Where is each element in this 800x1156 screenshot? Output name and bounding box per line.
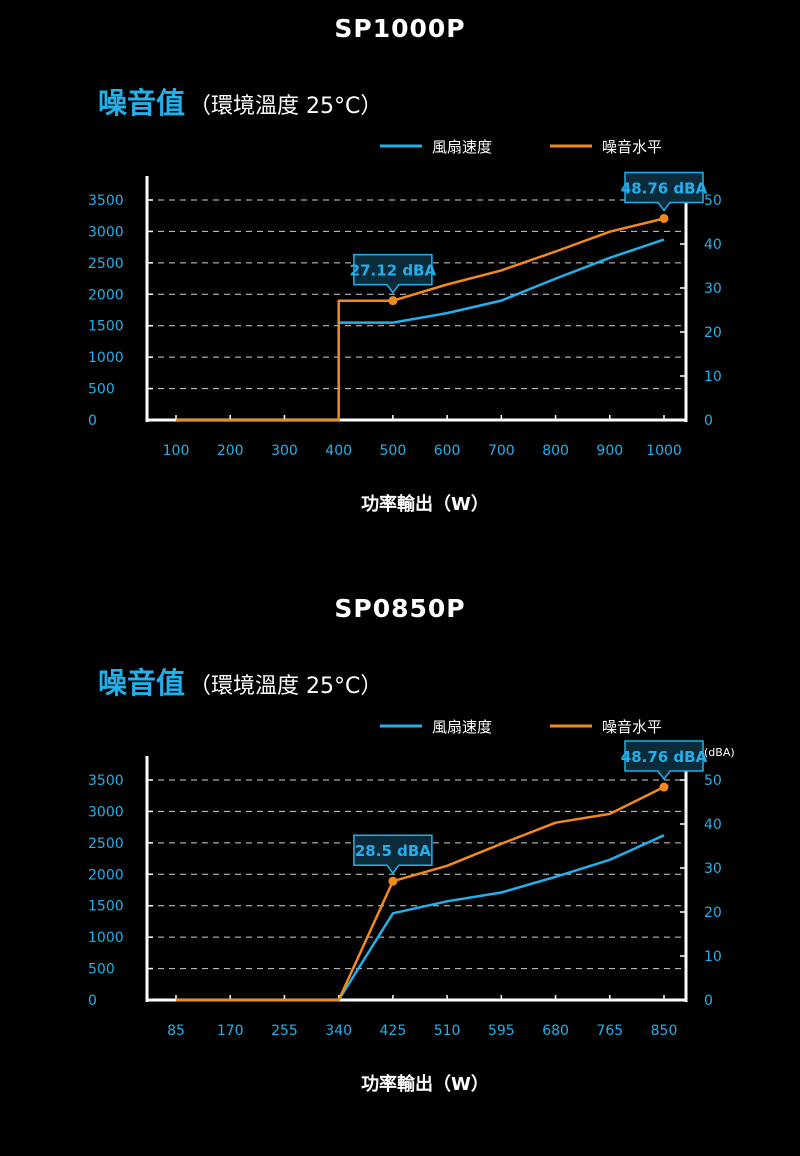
right-tick-label: 50 xyxy=(704,773,722,789)
left-tick-label: 2000 xyxy=(88,867,124,883)
chart-panel-sp1000p: SP1000P 噪音值 （環境溫度 25°C） 風扇速度 噪音水平 0 500 1000 1… xyxy=(0,0,800,560)
chart-panel-sp0850p: SP0850P 噪音值 （環境溫度 25°C） 風扇速度 噪音水平 0 500 1000 1… xyxy=(0,580,800,1140)
right-tick-label: 20 xyxy=(704,325,722,341)
chart-title: 噪音值 xyxy=(98,86,186,120)
right-axis-unit: (dBA) xyxy=(704,746,735,759)
right-tick-label: 40 xyxy=(704,237,722,253)
right-tick-label: 0 xyxy=(704,993,713,1009)
annotation-box xyxy=(353,253,433,294)
left-tick-label: 0 xyxy=(88,413,97,429)
right-tick-label: 30 xyxy=(704,281,722,297)
right-tick-label: 20 xyxy=(704,905,722,921)
x-tick-label: 425 xyxy=(380,1023,407,1039)
left-tick-label: 3000 xyxy=(88,804,124,820)
left-tick-label: 2500 xyxy=(88,836,124,852)
x-axis-label: 功率輸出（W） xyxy=(361,493,489,515)
chart-title: 噪音值 xyxy=(98,666,186,700)
x-tick-label: 85 xyxy=(167,1023,185,1039)
left-tick-label: 1500 xyxy=(88,319,124,335)
annotation-callout: 28.5 dBA xyxy=(353,834,433,875)
left-tick-label: 1000 xyxy=(88,350,124,366)
left-tick-label: 500 xyxy=(88,382,115,398)
chart-heading: 噪音值 （環境溫度 25°C） xyxy=(98,660,382,702)
left-tick-label: 1500 xyxy=(88,899,124,915)
left-tick-label: 3500 xyxy=(88,773,124,789)
legend: 風扇速度 噪音水平 xyxy=(380,718,662,736)
x-tick-label: 400 xyxy=(325,443,352,459)
chart-subtitle: （環境溫度 25°C） xyxy=(189,94,383,119)
annotation-label: 48.76 dBA xyxy=(621,179,708,197)
model-title: SP0850P xyxy=(334,594,466,623)
x-tick-label: 900 xyxy=(596,443,623,459)
x-tick-label: 340 xyxy=(325,1023,352,1039)
x-tick-label: 700 xyxy=(488,443,515,459)
series-line-fan-speed xyxy=(338,238,665,324)
x-tick-label: 1000 xyxy=(646,443,682,459)
x-axis-label: 功率輸出（W） xyxy=(361,1073,489,1095)
x-tick-label: 170 xyxy=(217,1023,244,1039)
noise-chart-sp1000p: 風扇速度 噪音水平 0 500 1000 1500 2000 2500 3000 3500 0 10 2… xyxy=(88,138,722,515)
chart-heading: 噪音值 （環境溫度 25°C） xyxy=(98,80,382,122)
left-tick-label: 3500 xyxy=(88,193,124,209)
legend-label: 噪音水平 xyxy=(602,718,662,736)
noise-chart-sp0850p: 風扇速度 噪音水平 0 500 1000 1500 2000 2500 3000 3500 0 10 2… xyxy=(88,718,735,1095)
legend: 風扇速度 噪音水平 xyxy=(380,138,662,156)
annotation-label: 48.76 dBA xyxy=(621,748,708,766)
x-tick-label: 680 xyxy=(542,1023,569,1039)
x-tick-label: 255 xyxy=(271,1023,298,1039)
chart-subtitle: （環境溫度 25°C） xyxy=(189,674,383,699)
annotation-point xyxy=(388,296,398,306)
x-tick-label: 800 xyxy=(542,443,569,459)
x-tick-label: 595 xyxy=(488,1023,515,1039)
x-tick-label: 100 xyxy=(163,443,190,459)
left-tick-label: 2000 xyxy=(88,287,124,303)
left-tick-label: 3000 xyxy=(88,224,124,240)
right-tick-label: 0 xyxy=(704,413,713,429)
x-tick-label: 300 xyxy=(271,443,298,459)
annotation-label: 27.12 dBA xyxy=(350,262,437,280)
annotation-box xyxy=(353,834,433,875)
annotation-callout: 27.12 dBA xyxy=(350,253,437,294)
x-tick-label: 765 xyxy=(596,1023,623,1039)
left-tick-label: 0 xyxy=(88,993,97,1009)
x-tick-label: 850 xyxy=(651,1023,678,1039)
right-tick-label: 50 xyxy=(704,193,722,209)
annotation-point xyxy=(659,213,669,223)
x-tick-label: 600 xyxy=(434,443,461,459)
right-tick-label: 10 xyxy=(704,949,722,965)
model-title: SP1000P xyxy=(334,14,466,43)
series-line-noise-level xyxy=(176,785,665,1002)
right-tick-label: 30 xyxy=(704,861,722,877)
x-tick-label: 200 xyxy=(217,443,244,459)
x-tick-label: 500 xyxy=(380,443,407,459)
x-tick-label: 510 xyxy=(434,1023,461,1039)
annotation-label: 28.5 dBA xyxy=(355,842,431,860)
legend-label: 風扇速度 xyxy=(432,718,492,736)
legend-label: 噪音水平 xyxy=(602,138,662,156)
right-tick-label: 40 xyxy=(704,817,722,833)
left-tick-label: 500 xyxy=(88,962,115,978)
series-line-noise-level xyxy=(176,217,665,422)
legend-label: 風扇速度 xyxy=(432,138,492,156)
annotation-point xyxy=(659,782,669,792)
annotation-box xyxy=(624,740,704,781)
annotation-callout: 48.76 dBA xyxy=(621,740,708,781)
left-tick-label: 2500 xyxy=(88,256,124,272)
right-tick-label: 10 xyxy=(704,369,722,385)
annotation-point xyxy=(388,876,398,886)
left-tick-label: 1000 xyxy=(88,930,124,946)
annotation-callout: 48.76 dBA xyxy=(621,171,708,212)
annotation-box xyxy=(624,171,704,212)
